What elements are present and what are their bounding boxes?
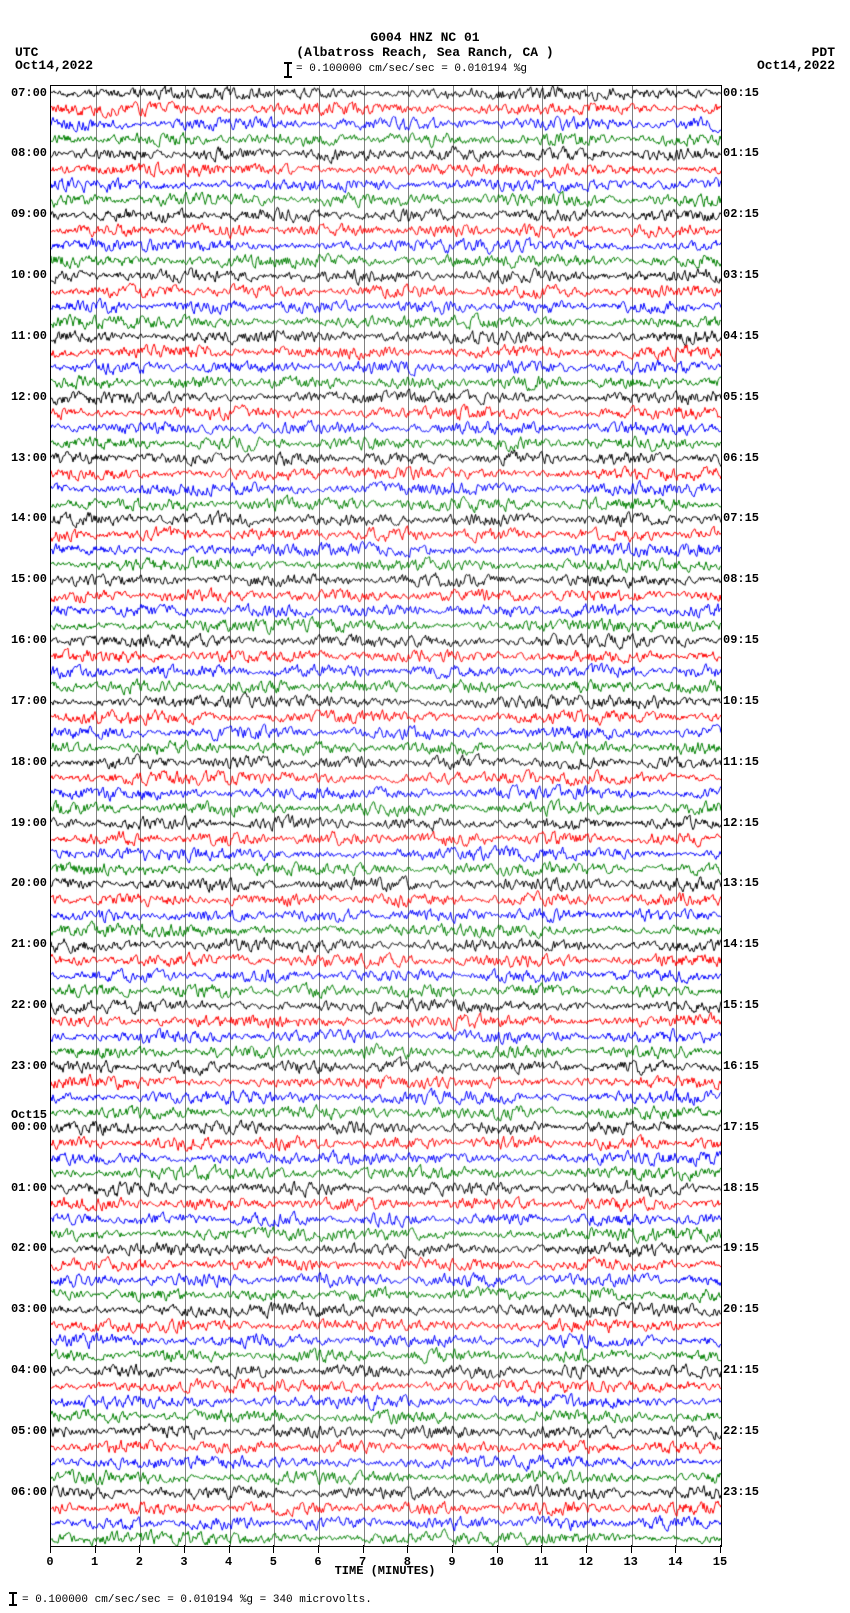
x-tick — [95, 1545, 96, 1553]
left-time-label: 11:00 — [2, 329, 47, 343]
right-time-label: 06:15 — [723, 451, 773, 465]
left-time-label: 21:00 — [2, 937, 47, 951]
scale-bar-icon — [287, 62, 289, 78]
x-tick — [184, 1545, 185, 1553]
left-time-label: 14:00 — [2, 511, 47, 525]
x-axis-title: TIME (MINUTES) — [335, 1564, 436, 1578]
left-time-label: 05:00 — [2, 1424, 47, 1438]
x-tick — [273, 1545, 274, 1553]
x-tick-label: 15 — [713, 1555, 727, 1569]
x-tick — [720, 1545, 721, 1553]
left-time-label: 17:00 — [2, 694, 47, 708]
x-tick — [675, 1545, 676, 1553]
left-time-label: 18:00 — [2, 755, 47, 769]
footer-scale-bar-icon — [12, 1592, 14, 1606]
left-time-label: 10:00 — [2, 268, 47, 282]
left-time-label: 04:00 — [2, 1363, 47, 1377]
seismogram-container: G004 HNZ NC 01 (Albatross Reach, Sea Ran… — [0, 0, 850, 1613]
x-tick-label: 1 — [91, 1555, 98, 1569]
left-time-label: 16:00 — [2, 633, 47, 647]
scale-text: = 0.100000 cm/sec/sec = 0.010194 %g — [296, 63, 527, 75]
left-time-label: 20:00 — [2, 876, 47, 890]
right-time-label: 16:15 — [723, 1059, 773, 1073]
left-time-label: 13:00 — [2, 451, 47, 465]
left-time-label: 00:00 — [2, 1120, 47, 1134]
right-time-label: 20:15 — [723, 1302, 773, 1316]
right-time-label: 00:15 — [723, 86, 773, 100]
right-time-label: 05:15 — [723, 390, 773, 404]
right-time-label: 07:15 — [723, 511, 773, 525]
right-time-label: 09:15 — [723, 633, 773, 647]
left-time-label: 01:00 — [2, 1181, 47, 1195]
left-time-label: 03:00 — [2, 1302, 47, 1316]
x-tick-label: 5 — [270, 1555, 277, 1569]
x-tick — [407, 1545, 408, 1553]
right-time-label: 13:15 — [723, 876, 773, 890]
x-tick — [363, 1545, 364, 1553]
x-tick — [229, 1545, 230, 1553]
left-time-label: 19:00 — [2, 816, 47, 830]
left-time-label: 07:00 — [2, 86, 47, 100]
right-time-label: 22:15 — [723, 1424, 773, 1438]
right-date: Oct14,2022 — [757, 58, 835, 73]
left-time-label: 09:00 — [2, 207, 47, 221]
x-tick-label: 0 — [46, 1555, 53, 1569]
footer-scale-text: = 0.100000 cm/sec/sec = 0.010194 %g = 34… — [22, 1594, 372, 1606]
right-time-label: 19:15 — [723, 1241, 773, 1255]
x-tick-label: 9 — [448, 1555, 455, 1569]
left-date: Oct14,2022 — [15, 58, 93, 73]
right-time-label: 11:15 — [723, 755, 773, 769]
x-tick-label: 2 — [136, 1555, 143, 1569]
right-time-label: 18:15 — [723, 1181, 773, 1195]
right-time-label: 03:15 — [723, 268, 773, 282]
x-tick — [452, 1545, 453, 1553]
right-time-label: 21:15 — [723, 1363, 773, 1377]
x-tick — [318, 1545, 319, 1553]
x-tick — [631, 1545, 632, 1553]
plot-area — [50, 85, 722, 1547]
x-tick-label: 14 — [668, 1555, 682, 1569]
right-time-label: 17:15 — [723, 1120, 773, 1134]
x-tick — [497, 1545, 498, 1553]
station-title: G004 HNZ NC 01 — [370, 30, 479, 45]
left-time-label: 02:00 — [2, 1241, 47, 1255]
right-time-label: 01:15 — [723, 146, 773, 160]
x-tick-label: 12 — [579, 1555, 593, 1569]
left-time-label: 12:00 — [2, 390, 47, 404]
right-time-label: 23:15 — [723, 1485, 773, 1499]
right-time-label: 08:15 — [723, 572, 773, 586]
left-time-label: 15:00 — [2, 572, 47, 586]
right-time-label: 10:15 — [723, 694, 773, 708]
right-time-label: 12:15 — [723, 816, 773, 830]
left-time-label: 23:00 — [2, 1059, 47, 1073]
left-time-label: 08:00 — [2, 146, 47, 160]
x-tick-label: 3 — [180, 1555, 187, 1569]
right-time-label: 04:15 — [723, 329, 773, 343]
x-tick-label: 11 — [534, 1555, 548, 1569]
seismic-traces — [51, 86, 721, 1546]
location-title: (Albatross Reach, Sea Ranch, CA ) — [296, 45, 553, 60]
x-tick-label: 6 — [314, 1555, 321, 1569]
left-time-label: 22:00 — [2, 998, 47, 1012]
right-time-label: 02:15 — [723, 207, 773, 221]
right-time-label: 15:15 — [723, 998, 773, 1012]
right-time-label: 14:15 — [723, 937, 773, 951]
x-tick — [139, 1545, 140, 1553]
x-tick-label: 13 — [623, 1555, 637, 1569]
x-tick — [541, 1545, 542, 1553]
left-time-label: 06:00 — [2, 1485, 47, 1499]
x-tick — [50, 1545, 51, 1553]
x-tick-label: 10 — [489, 1555, 503, 1569]
x-tick-label: 4 — [225, 1555, 232, 1569]
x-tick — [586, 1545, 587, 1553]
